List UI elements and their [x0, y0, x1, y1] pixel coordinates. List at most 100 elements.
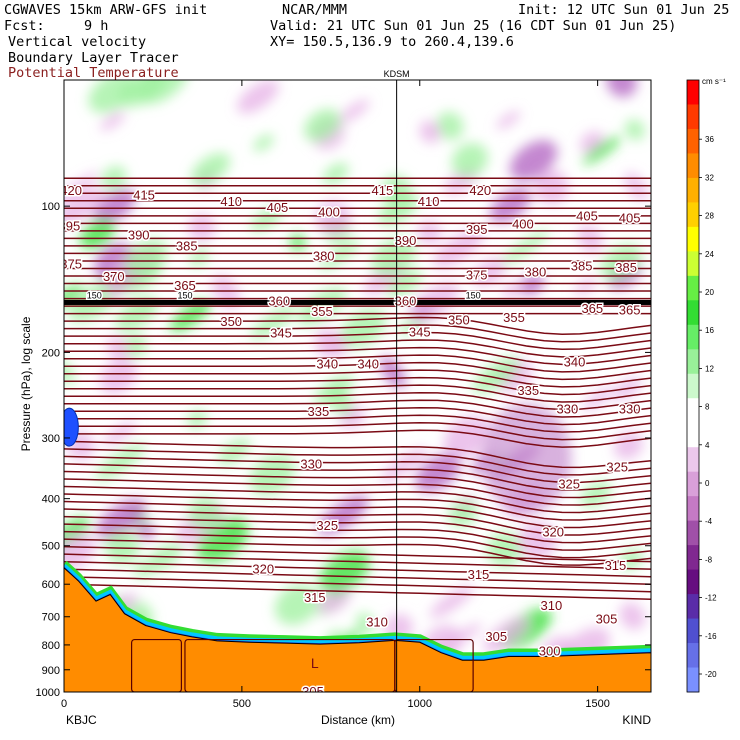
- downdraft-cell: [237, 80, 280, 114]
- x-tick-label: 1500: [585, 698, 609, 710]
- terrain-panel-outline: [130, 638, 182, 692]
- theta-contour-label: 380: [525, 265, 547, 280]
- theta-contour-label: 315: [468, 567, 490, 582]
- theta-contour-label: 315: [605, 558, 627, 573]
- init-time: Init: 12 UTC Sun 01 Jun 25: [518, 2, 730, 18]
- tracer-contour-label: 150: [87, 290, 102, 300]
- downdraft-cell: [64, 171, 100, 208]
- updraft-cell: [304, 108, 341, 142]
- theta-isentrope: [64, 568, 651, 585]
- y-tick-label: 900: [42, 665, 60, 677]
- tracer-150-band: [64, 299, 651, 305]
- downdraft-cell: [188, 214, 216, 242]
- theta-isentrope: [64, 530, 651, 559]
- theta-contour-label: 410: [418, 194, 440, 209]
- theta-isentrope: [64, 399, 651, 418]
- downdraft-cell: [96, 499, 147, 539]
- colorbar-swatch: [687, 104, 699, 130]
- theta-isentrope: [64, 553, 651, 570]
- tracer-blob: [64, 407, 79, 447]
- colorbar-swatch: [687, 594, 699, 620]
- theta-contour-label: 385: [176, 238, 198, 253]
- theta-isentrope: [64, 485, 651, 514]
- colorbar-tick-label: -16: [705, 632, 717, 641]
- colorbar-swatch: [687, 275, 699, 301]
- colorbar-swatch: [687, 349, 699, 375]
- downdraft-cell: [93, 188, 136, 224]
- downdraft-cell: [316, 200, 351, 236]
- theta-contour-label: 420: [60, 183, 82, 198]
- theta-contour-label: 310: [541, 598, 563, 613]
- colorbar-swatch: [687, 153, 699, 179]
- updraft-cell: [356, 612, 375, 633]
- theta-contour-label: 335: [308, 404, 330, 419]
- y-tick-label: 500: [42, 541, 60, 553]
- updraft-cell: [274, 584, 319, 626]
- colorbar-tick-label: 4: [705, 441, 710, 450]
- start-station-label: KBJC: [66, 713, 97, 727]
- theta-contour-label: 405: [619, 210, 641, 225]
- colorbar-tick-label: -20: [705, 670, 717, 679]
- downdraft-cell: [338, 99, 370, 124]
- theta-contour-label: 375: [466, 268, 488, 283]
- plot-frame: [63, 79, 652, 693]
- downdraft-cell: [317, 585, 351, 614]
- theta-isentrope: [64, 414, 651, 433]
- theta-contour-label: 320: [252, 562, 274, 577]
- downdraft-cell: [64, 188, 105, 227]
- colorbar: 36 32 28 24 20 16 12 8 4 0 -4 -8 -12 -16 -20: [686, 79, 717, 693]
- theta-contour-label: 350: [448, 313, 470, 328]
- downdraft-cell: [496, 110, 521, 130]
- theta-contour-label: 345: [409, 325, 431, 340]
- y-tick-label: 200: [42, 347, 60, 359]
- colorbar-swatch: [687, 324, 699, 350]
- colorbar-swatch: [687, 447, 699, 473]
- colorbar-swatch: [687, 251, 699, 277]
- downdraft-cell: [64, 533, 96, 571]
- model-title: CGWAVES 15km ARW-GFS init: [4, 2, 208, 18]
- theta-contour-label: 330: [300, 456, 322, 471]
- theta-isentrope: [64, 493, 651, 521]
- colorbar-tick-label: -4: [705, 517, 713, 526]
- theta-contour-label: 365: [581, 301, 603, 316]
- theta-contour-label: 400: [512, 216, 534, 231]
- theta-contour-label: 395: [58, 218, 80, 233]
- colorbar-swatch: [687, 520, 699, 546]
- cross-section-endpoints: XY= 150.5,136.9 to 260.4,139.6: [270, 34, 514, 50]
- theta-isentrope: [64, 545, 651, 563]
- field-vertical-velocity: Vertical velocity: [8, 34, 147, 50]
- theta-contour-label: 385: [615, 260, 637, 275]
- colorbar-tick-label: 32: [705, 173, 714, 182]
- valid-time: Valid: 21 UTC Sun 01 Jun 25 (16 CDT Sun …: [270, 18, 677, 34]
- x-axis-title: Distance (km): [321, 713, 395, 727]
- theta-contour-label: 340: [316, 357, 338, 372]
- colorbar-swatch: [687, 300, 699, 326]
- theta-contours: [64, 177, 651, 600]
- colorbar-tick-label: 24: [705, 250, 714, 259]
- downdraft-cell: [106, 336, 129, 361]
- theta-contour-label: 300: [539, 643, 561, 658]
- theta-isentrope: [64, 523, 651, 551]
- y-tick-label: 600: [42, 579, 60, 591]
- colorbar-tick-label: -12: [705, 594, 717, 603]
- theta-contour-label: 350: [220, 314, 242, 329]
- theta-contour-label: 305: [596, 612, 618, 627]
- x-tick-label: 0: [61, 698, 67, 710]
- downdraft-cell: [443, 415, 491, 459]
- colorbar-swatch: [687, 496, 699, 522]
- forecast-label: Fcst:: [4, 18, 45, 34]
- terrain-fill: [64, 567, 651, 692]
- theta-contour-label: 415: [133, 187, 155, 202]
- colorbar-swatch: [687, 471, 699, 497]
- updraft-cell: [582, 136, 621, 165]
- contour-labels: 420 415 410 405 400 415 410 420 395 390 385 380 390 3…: [58, 181, 642, 692]
- theta-isentrope: [64, 391, 651, 411]
- colorbar-swatch: [687, 667, 699, 693]
- end-station-label: KIND: [622, 713, 651, 727]
- theta-isentrope: [64, 500, 651, 529]
- theta-isentrope: [64, 478, 651, 506]
- updraft-cell: [64, 517, 90, 550]
- theta-contour-label: 405: [267, 200, 289, 215]
- colorbar-swatch: [687, 128, 699, 154]
